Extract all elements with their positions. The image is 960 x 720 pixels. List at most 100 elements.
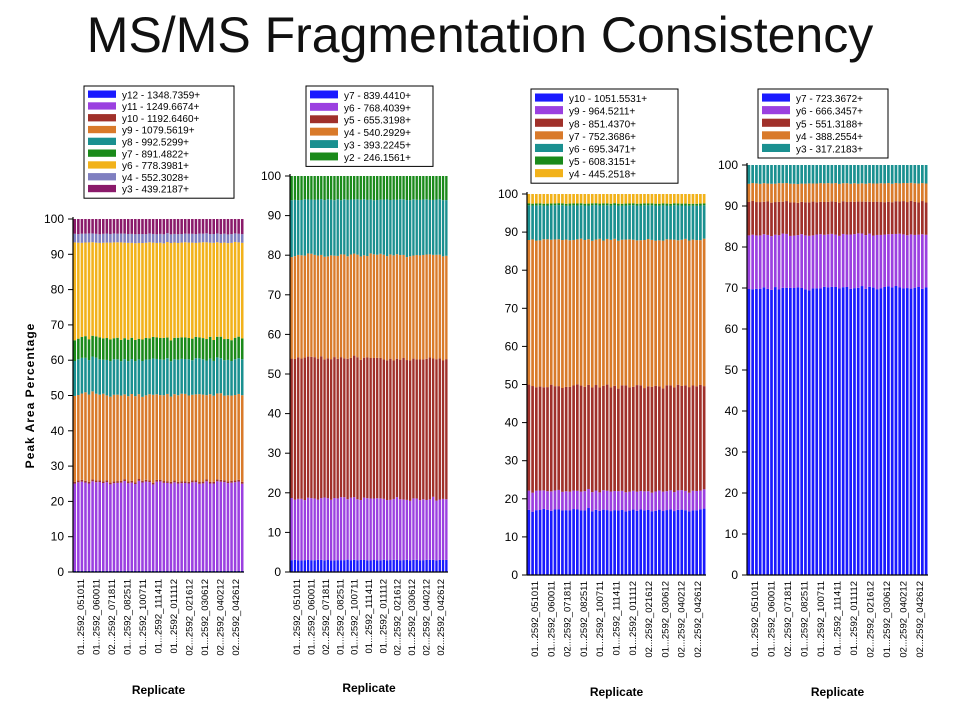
bar-segment bbox=[77, 395, 80, 481]
bar-segment bbox=[594, 194, 598, 204]
bar-segment bbox=[326, 498, 330, 560]
bar-segment bbox=[134, 396, 137, 483]
bar-segment bbox=[137, 479, 141, 481]
bar-segment bbox=[680, 194, 684, 204]
y-tick-label: 20 bbox=[725, 486, 739, 500]
bar-segment bbox=[105, 338, 109, 360]
bar-segment bbox=[691, 490, 695, 511]
bar-segment bbox=[576, 239, 579, 385]
bar-segment bbox=[924, 202, 928, 235]
bar-segment bbox=[130, 482, 134, 571]
bar-segment bbox=[343, 358, 346, 498]
bar-segment bbox=[137, 338, 141, 360]
bar-segment bbox=[819, 183, 822, 202]
bar-segment bbox=[819, 201, 822, 235]
bar-segment bbox=[144, 219, 148, 235]
bar-segment bbox=[293, 559, 297, 572]
bar-segment bbox=[549, 239, 553, 385]
legend-swatch bbox=[310, 102, 338, 111]
bar-segment bbox=[815, 234, 819, 289]
bar-segment bbox=[428, 559, 432, 572]
legend-entry: y4 - 445.2518+ bbox=[569, 170, 636, 181]
bar-segment bbox=[226, 359, 230, 396]
y-tick-label: 30 bbox=[268, 446, 282, 460]
bar-segment bbox=[853, 288, 856, 575]
bar-segment bbox=[415, 359, 418, 499]
bar-segment bbox=[418, 500, 422, 561]
bar-segment bbox=[356, 560, 359, 572]
bar-segment bbox=[346, 499, 349, 560]
bar-segment bbox=[913, 165, 917, 184]
legend-swatch bbox=[535, 156, 563, 165]
bar-segment bbox=[173, 233, 176, 243]
legend-entry: y3 - 439.2187+ bbox=[122, 185, 189, 196]
bar-segment bbox=[134, 361, 137, 397]
bar-segment bbox=[300, 358, 303, 499]
bar-segment bbox=[605, 490, 609, 511]
bar-segment bbox=[546, 491, 549, 510]
bar-segment bbox=[534, 194, 538, 204]
bar-segment bbox=[194, 219, 198, 235]
bar-segment bbox=[435, 560, 438, 572]
bar-segment bbox=[119, 233, 123, 243]
bar-segment bbox=[620, 239, 624, 386]
bar-segment bbox=[766, 183, 770, 202]
bar-segment bbox=[830, 233, 834, 287]
bar-segment bbox=[208, 234, 212, 243]
bar-segment bbox=[336, 255, 339, 359]
bar-segment bbox=[702, 194, 706, 204]
bar-segment bbox=[405, 360, 409, 500]
bar-segment bbox=[408, 360, 412, 501]
bar-segment bbox=[226, 234, 230, 244]
bar-segment bbox=[343, 199, 346, 255]
y-tick-label: 10 bbox=[725, 527, 739, 541]
bar-segment bbox=[557, 386, 561, 490]
bar-segment bbox=[313, 199, 316, 255]
bar-segment bbox=[691, 510, 695, 575]
bar-segment bbox=[402, 560, 405, 572]
bar-segment bbox=[428, 199, 432, 255]
bar-segment bbox=[336, 176, 339, 200]
bar-segment bbox=[91, 335, 94, 357]
bar-segment bbox=[84, 480, 87, 483]
bar-segment bbox=[379, 560, 382, 572]
x-tick-label: 01...2592_051011 bbox=[76, 579, 87, 655]
bar-segment bbox=[134, 234, 137, 244]
bar-segment bbox=[91, 242, 94, 336]
bar-segment bbox=[77, 338, 80, 360]
bar-segment bbox=[631, 205, 635, 240]
bar-segment bbox=[148, 219, 151, 234]
bar-segment bbox=[141, 219, 144, 235]
bar-segment bbox=[162, 234, 166, 244]
bar-segment bbox=[579, 205, 583, 239]
bar-segment bbox=[792, 235, 796, 288]
bar-segment bbox=[658, 194, 661, 204]
bar-segment bbox=[223, 395, 226, 481]
legend-entry: y8 - 992.5299+ bbox=[122, 138, 189, 149]
bar-segment bbox=[208, 242, 212, 337]
bar-segment bbox=[320, 176, 323, 200]
y-tick-label: 100 bbox=[498, 187, 518, 201]
bar-segment bbox=[684, 238, 687, 386]
bar-segment bbox=[646, 239, 650, 387]
bar-segment bbox=[441, 256, 445, 361]
bar-segment bbox=[91, 219, 94, 234]
bar-segment bbox=[909, 288, 913, 575]
bar-segment bbox=[796, 184, 800, 203]
bar-segment bbox=[841, 201, 845, 234]
bar-segment bbox=[676, 509, 680, 575]
bar-segment bbox=[87, 233, 91, 243]
bar-segment bbox=[73, 483, 77, 571]
x-tick-label: 02...2592_040212 bbox=[898, 581, 909, 658]
bar-segment bbox=[230, 482, 233, 571]
bar-segment bbox=[822, 165, 826, 184]
bar-segment bbox=[807, 202, 811, 236]
bar-segment bbox=[226, 483, 230, 571]
bar-segment bbox=[162, 337, 166, 360]
bar-segment bbox=[864, 201, 868, 236]
bar-segment bbox=[408, 560, 412, 572]
bar-segment bbox=[208, 481, 212, 484]
bar-segment bbox=[336, 560, 339, 572]
bar-segment bbox=[572, 490, 575, 510]
bar-segment bbox=[230, 234, 233, 243]
